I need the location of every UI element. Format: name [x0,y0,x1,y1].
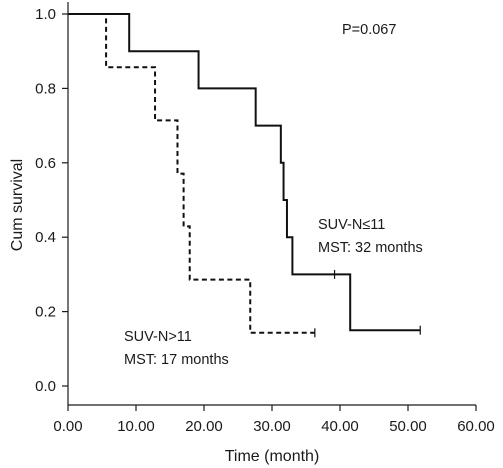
y-tick-label: 0.4 [35,229,56,246]
y-axis-title: Cum survival [9,159,26,251]
x-tick-label: 30.00 [253,418,291,435]
x-tick-label: 40.00 [321,418,359,435]
p-value-annotation: P=0.067 [342,22,396,38]
survival-curves [68,13,421,338]
x-tick-label: 0.00 [53,418,82,435]
y-tick-label: 0.8 [35,80,56,97]
series-summary-suvn-gt-11: MST: 17 months [124,352,229,368]
series-label-suvn-le-11: SUV-N≤11 [318,217,385,233]
x-tick-label: 60.00 [457,418,495,435]
series-label-suvn-gt-11: SUV-N>11 [124,329,192,345]
x-tick-label: 10.00 [117,418,155,435]
y-axis-ticks: 0.0 0.2 0.4 0.6 0.8 1.0 [35,6,68,395]
x-axis-ticks: 0.00 10.00 20.00 30.00 40.00 50.00 60.00 [53,405,495,435]
y-tick-label: 0.0 [35,378,56,395]
x-tick-label: 50.00 [389,418,427,435]
y-tick-label: 0.6 [35,155,56,172]
y-tick-label: 1.0 [35,6,56,23]
x-axis-title: Time (month) [225,448,320,465]
survival-curve-line-1 [68,13,421,332]
x-tick-label: 20.00 [185,418,223,435]
survival-curve-line-2 [68,13,315,334]
series-summary-suvn-le-11: MST: 32 months [318,240,423,256]
y-tick-label: 0.2 [35,304,56,321]
